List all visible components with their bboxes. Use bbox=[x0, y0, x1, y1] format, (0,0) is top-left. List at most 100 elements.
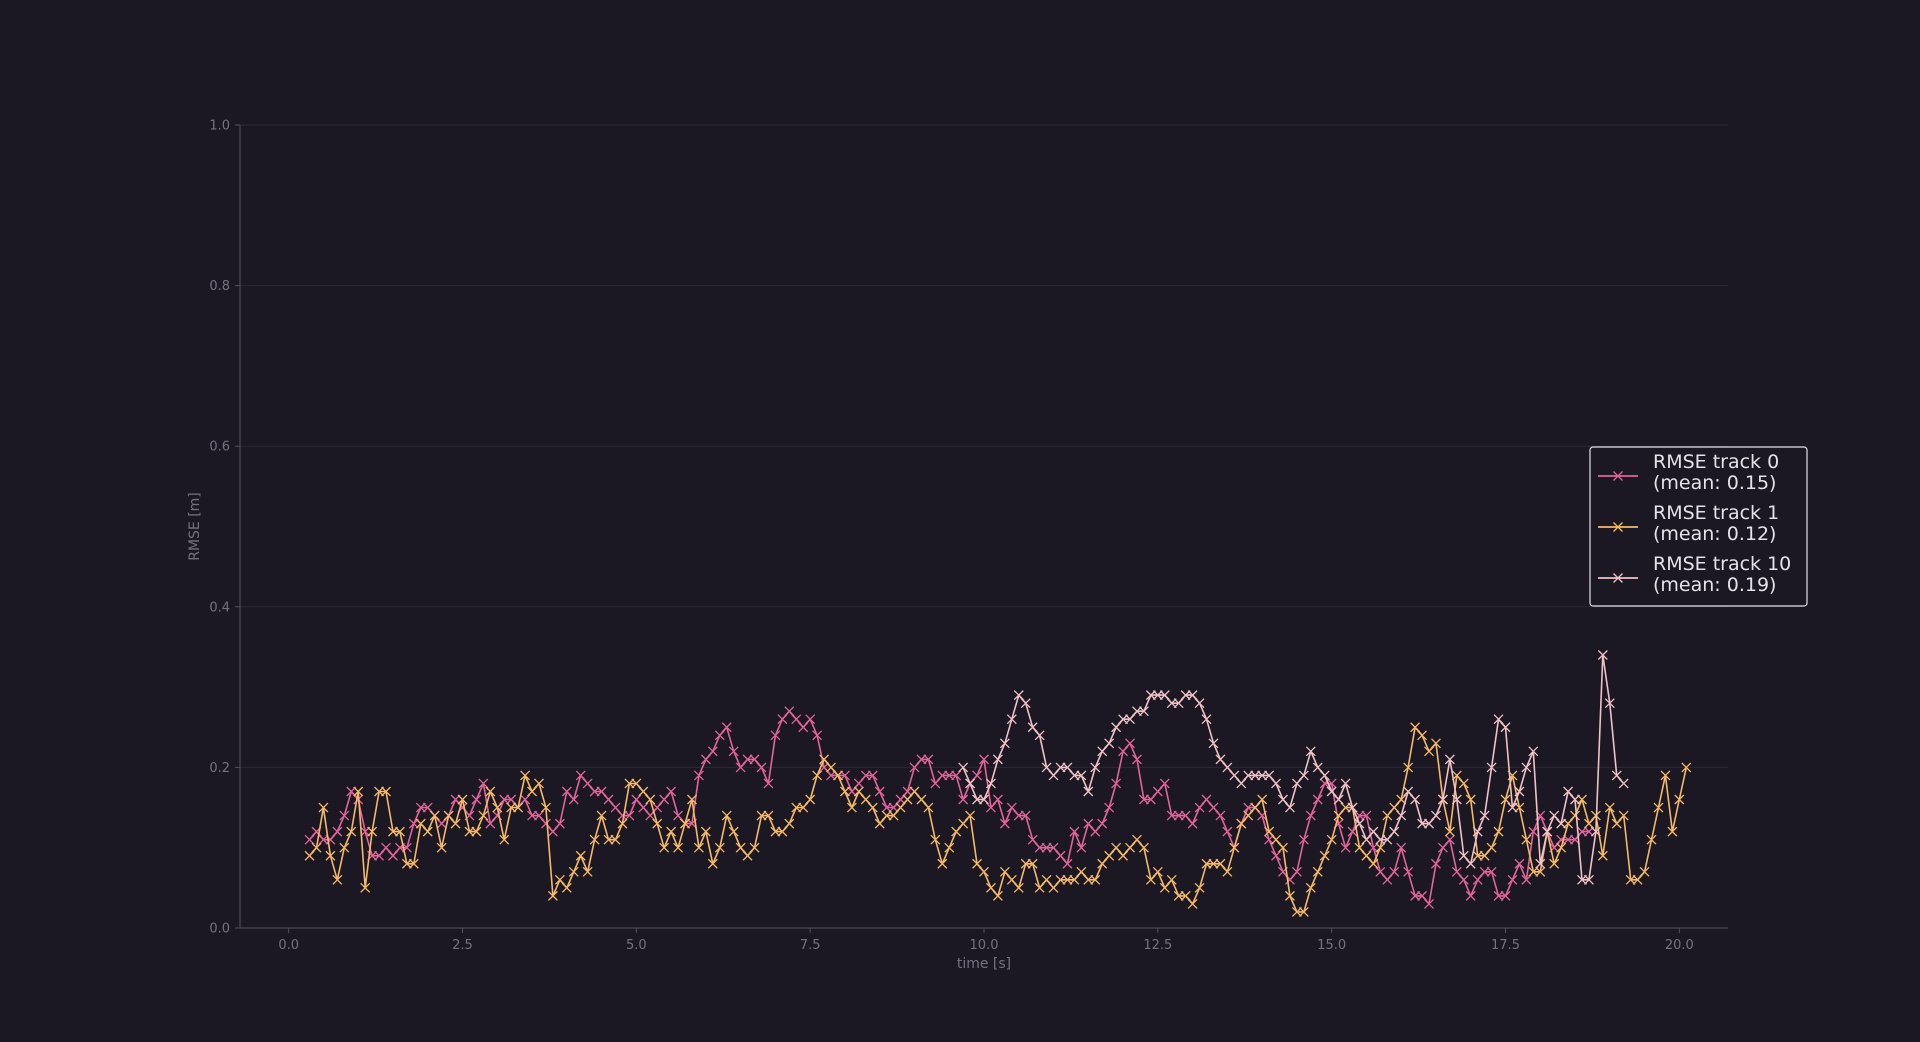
data-point-marker bbox=[1027, 834, 1038, 845]
data-point-marker bbox=[1382, 874, 1393, 885]
data-point-marker bbox=[1201, 714, 1212, 725]
data-point-marker bbox=[1514, 786, 1525, 797]
data-point-marker bbox=[1431, 810, 1441, 821]
data-point-marker bbox=[1083, 786, 1094, 797]
data-point-marker bbox=[381, 786, 391, 797]
data-point-marker bbox=[1493, 826, 1504, 837]
data-point-marker bbox=[1577, 794, 1587, 805]
data-point-marker bbox=[506, 794, 517, 805]
data-point-marker bbox=[1152, 690, 1163, 701]
data-point-marker bbox=[1389, 866, 1400, 877]
data-point-marker bbox=[554, 874, 565, 885]
data-point-marker bbox=[1180, 690, 1191, 701]
data-point-marker bbox=[1521, 762, 1532, 773]
data-point-marker bbox=[1055, 762, 1066, 773]
data-point-marker bbox=[1132, 754, 1142, 765]
data-point-marker bbox=[972, 770, 983, 781]
data-point-marker bbox=[999, 866, 1010, 877]
data-point-marker bbox=[798, 722, 809, 733]
data-point-marker bbox=[1138, 842, 1149, 853]
data-point-marker bbox=[1368, 858, 1379, 869]
data-point-marker bbox=[1361, 834, 1372, 845]
data-point-marker bbox=[1215, 858, 1226, 869]
data-point-marker bbox=[1271, 778, 1281, 789]
data-point-marker bbox=[499, 794, 510, 805]
data-point-marker bbox=[415, 818, 426, 829]
data-point-marker bbox=[388, 850, 398, 861]
data-point-marker bbox=[1208, 738, 1219, 749]
data-point-marker bbox=[346, 826, 357, 837]
data-point-marker bbox=[1271, 834, 1281, 845]
data-point-marker bbox=[1090, 762, 1101, 773]
data-point-marker bbox=[325, 850, 336, 861]
data-point-marker bbox=[457, 794, 468, 805]
data-point-marker bbox=[1479, 810, 1490, 821]
data-point-marker bbox=[1298, 906, 1309, 917]
data-point-marker bbox=[485, 818, 496, 829]
data-point-marker bbox=[1500, 722, 1511, 733]
data-point-marker bbox=[1389, 802, 1400, 813]
legend: RMSE track 0 (mean: 0.15) RMSE track 1 (mea… bbox=[1589, 446, 1808, 607]
data-point-marker bbox=[1048, 882, 1059, 893]
gridlines bbox=[240, 124, 1728, 768]
data-point-marker bbox=[1215, 810, 1226, 821]
data-point-marker bbox=[867, 802, 878, 813]
data-point-marker bbox=[944, 842, 955, 853]
data-point-marker bbox=[777, 714, 788, 725]
data-point-marker bbox=[422, 802, 433, 813]
data-point-marker bbox=[603, 794, 614, 805]
data-point-marker bbox=[1375, 842, 1386, 853]
data-point-marker bbox=[742, 754, 753, 765]
data-point-marker bbox=[1305, 882, 1316, 893]
data-point-marker bbox=[673, 842, 684, 853]
data-point-marker bbox=[471, 826, 482, 837]
data-point-marker bbox=[1465, 858, 1476, 869]
data-point-marker bbox=[450, 818, 461, 829]
data-point-marker bbox=[1583, 874, 1594, 885]
data-point-marker bbox=[721, 810, 732, 821]
data-point-marker bbox=[582, 866, 593, 877]
data-point-marker bbox=[381, 842, 391, 853]
data-point-marker bbox=[1514, 858, 1525, 869]
data-point-marker bbox=[1166, 810, 1177, 821]
data-point-marker bbox=[992, 794, 1003, 805]
data-point-marker bbox=[700, 826, 711, 837]
data-point-marker bbox=[1020, 810, 1031, 821]
data-point-marker bbox=[1229, 770, 1240, 781]
data-point-marker bbox=[930, 834, 941, 845]
data-point-marker bbox=[554, 818, 565, 829]
data-point-marker bbox=[422, 826, 433, 837]
data-point-marker bbox=[304, 850, 315, 861]
data-point-marker bbox=[1020, 698, 1031, 709]
data-point-marker bbox=[1118, 850, 1129, 861]
data-point-marker bbox=[1493, 890, 1504, 901]
data-point-marker bbox=[534, 778, 544, 789]
data-point-marker bbox=[318, 802, 329, 813]
data-point-marker bbox=[735, 842, 746, 853]
data-point-marker bbox=[1424, 898, 1434, 909]
data-point-marker bbox=[735, 762, 746, 773]
data-point-marker bbox=[1472, 874, 1483, 885]
data-point-marker bbox=[1013, 690, 1024, 701]
data-point-marker bbox=[1215, 754, 1226, 765]
data-point-marker bbox=[923, 754, 934, 765]
data-point-marker bbox=[1431, 858, 1441, 869]
data-point-marker bbox=[589, 786, 600, 797]
data-point-marker bbox=[1006, 802, 1017, 813]
data-point-marker bbox=[860, 794, 871, 805]
data-point-marker bbox=[985, 882, 996, 893]
data-point-marker bbox=[1152, 786, 1163, 797]
data-point-marker bbox=[1305, 810, 1316, 821]
data-point-marker bbox=[1361, 810, 1372, 821]
data-point-marker bbox=[951, 826, 962, 837]
data-point-marker bbox=[1486, 762, 1497, 773]
data-point-marker bbox=[1055, 850, 1066, 861]
data-point-marker bbox=[1264, 834, 1275, 845]
data-point-marker bbox=[1125, 714, 1135, 725]
data-point-marker bbox=[1020, 858, 1031, 869]
data-point-marker bbox=[937, 770, 948, 781]
data-point-marker bbox=[1681, 762, 1692, 773]
data-point-marker bbox=[1340, 842, 1351, 853]
data-point-marker bbox=[979, 754, 989, 765]
data-point-marker bbox=[791, 802, 802, 813]
